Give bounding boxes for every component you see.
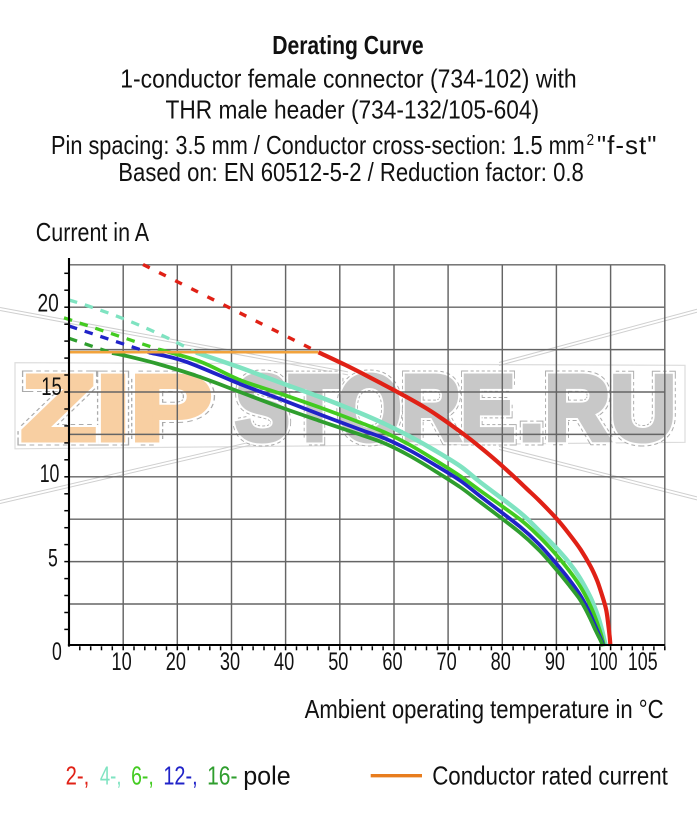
svg-text:70: 70 [437,648,457,676]
svg-text:2: 2 [587,132,595,149]
svg-text:0: 0 [52,638,62,666]
svg-text:100: 100 [590,648,618,676]
svg-text:.RU: .RU [519,356,676,460]
svg-text:10: 10 [112,648,132,676]
svg-text:12-,: 12-, [163,761,197,791]
svg-text:STORE: STORE [235,356,515,460]
svg-text:5: 5 [48,545,58,573]
svg-text:.RU: .RU [519,356,676,460]
svg-text:20: 20 [166,648,186,676]
svg-text:Conductor rated current: Conductor rated current [432,761,668,791]
svg-text:20: 20 [38,289,59,317]
svg-text:1-conductor female connector (: 1-conductor female connector (734-102) w… [120,63,576,93]
svg-text:Based on: EN 60512-5-2 / Reduc: Based on: EN 60512-5-2 / Reduction facto… [118,157,584,187]
svg-text:.RU: .RU [519,356,676,460]
svg-text:Current in A: Current in A [36,217,150,247]
svg-text:Derating Curve: Derating Curve [272,30,424,60]
svg-text:4-,: 4-, [100,761,122,791]
svg-text:10: 10 [40,460,60,488]
svg-text:80: 80 [491,648,511,676]
svg-text:90: 90 [545,648,565,676]
svg-text:pole: pole [243,761,291,791]
svg-text:6-,: 6-, [131,761,154,791]
svg-text:"f-st": "f-st" [597,130,658,160]
svg-text:40: 40 [274,648,294,676]
svg-text:ZIP: ZIP [21,356,212,460]
svg-text:2-,: 2-, [66,761,90,791]
svg-text:16-: 16- [207,761,237,791]
svg-text:60: 60 [382,648,402,676]
svg-text:THR male header (734-132/105-6: THR male header (734-132/105-604) [166,95,540,125]
svg-text:15: 15 [41,373,62,401]
svg-text:105: 105 [628,648,658,676]
svg-text:Pin spacing: 3.5 mm / Conducto: Pin spacing: 3.5 mm / Conductor cross-se… [51,130,585,160]
svg-text:ZIP: ZIP [21,356,212,460]
svg-text:Ambient operating temperature: Ambient operating temperature in °C [305,694,664,724]
svg-text:50: 50 [328,648,348,676]
svg-text:30: 30 [220,648,240,676]
